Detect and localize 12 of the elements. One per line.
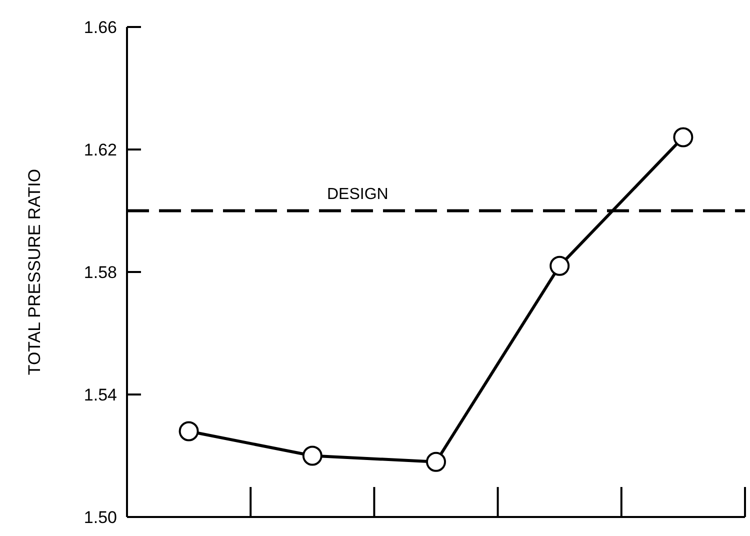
y-tick-label: 1.58 — [84, 262, 117, 282]
point — [302, 446, 322, 466]
y-tick-label: 1.66 — [84, 18, 117, 37]
point — [550, 256, 570, 276]
y-tick-label: 1.54 — [84, 385, 117, 404]
point — [426, 452, 446, 472]
point — [673, 127, 694, 148]
ref-line-label: DESIGN — [327, 186, 388, 203]
y-axis-title: TOTAL PRESSURE RATIO — [25, 168, 44, 376]
point — [178, 421, 199, 442]
y-tick-label: 1.50 — [84, 508, 117, 527]
y-tick-label: 1.62 — [84, 140, 117, 160]
